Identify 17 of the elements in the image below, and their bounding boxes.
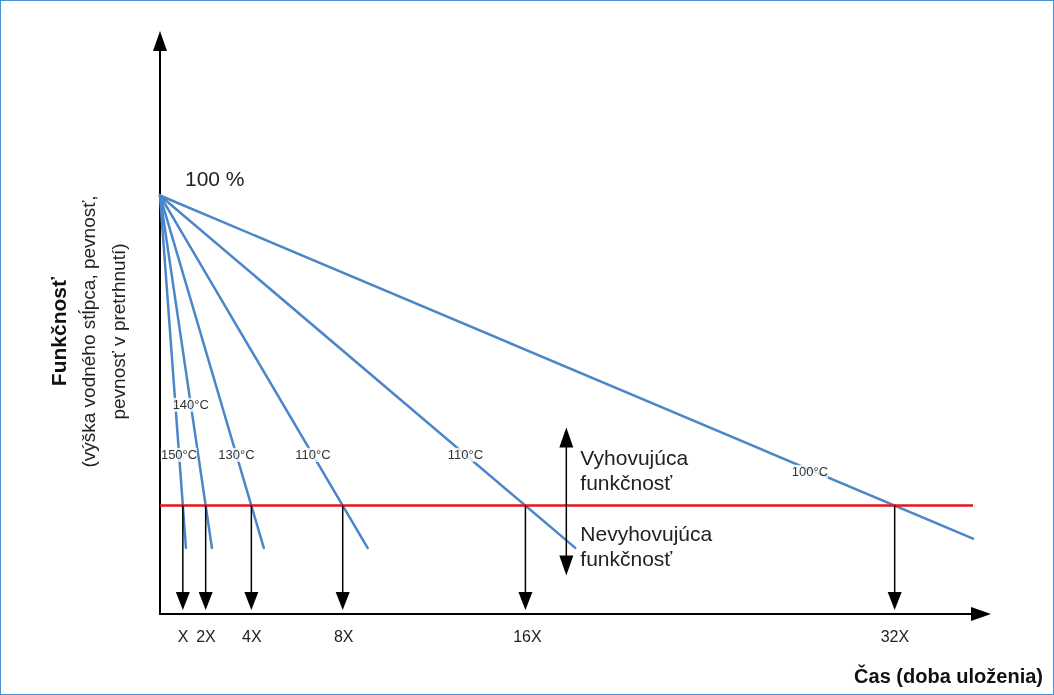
y-axis-title: Funkčnosť (výška vodného stĺpca, pevnosť, pevnosť v pretrhnutí): [46, 195, 129, 468]
x-tick-label: 4X: [242, 627, 262, 645]
x-tick-label: X: [177, 627, 189, 645]
annotation: 130°C: [218, 446, 255, 463]
annotation: 150°C: [160, 446, 198, 463]
annotation: 110°C: [447, 446, 484, 463]
annotation: 110°C: [295, 446, 331, 463]
annotation: 100 %: [185, 166, 245, 193]
annotation: Vyhovujúca funkčnosť: [580, 444, 689, 495]
x-tick-label: 32X: [880, 627, 910, 645]
annotation: 140°C: [172, 396, 209, 412]
x-axis-title: Čas (doba uloženia): [854, 665, 1043, 688]
annotation: Nevyhovujúca funkčnosť: [580, 520, 713, 571]
x-tick-label: 8X: [333, 627, 354, 645]
x-tick-label: 16X: [513, 627, 543, 645]
x-tick-label: 2X: [196, 627, 217, 645]
annotation: 100°C: [791, 463, 829, 479]
